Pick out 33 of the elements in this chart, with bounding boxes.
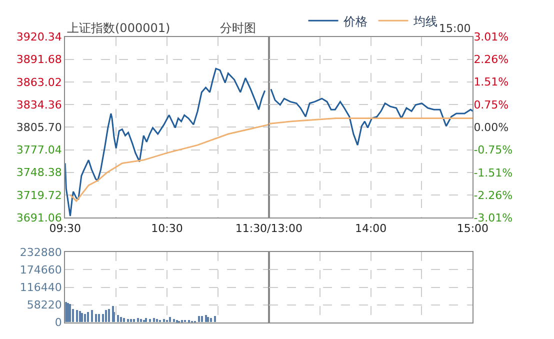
y-tick-label: 3691.06 [16, 211, 62, 224]
y-tick-label: 116440 [20, 281, 62, 294]
y-tick-label: 3834.36 [16, 98, 62, 112]
x-tick-label: 10:30 [151, 222, 183, 235]
text: 15:00 [439, 22, 471, 35]
text: 2.26% [474, 53, 509, 66]
x-tick-label: 15:00 [456, 222, 489, 235]
text: -2.26% [474, 188, 513, 202]
chart-subtitle: 分时图 [220, 21, 256, 35]
legend-label: 价格 [342, 14, 368, 28]
x-tick-label: 09:30 [49, 222, 81, 235]
y-tick-label: 3719.72 [16, 188, 62, 202]
y-tick-label: 3805.70 [16, 121, 62, 134]
y-tick-label: 3863.02 [16, 76, 62, 89]
y-tick-label: 3777.04 [16, 144, 62, 157]
text: -1.51% [474, 166, 513, 180]
y-tick-label: 174660 [20, 264, 62, 277]
text: -0.75% [474, 144, 513, 157]
text: -3.01% [474, 211, 513, 224]
x-tick-label: 11:30/13:00 [235, 222, 302, 235]
legend-label: 均线 [412, 14, 438, 28]
text: 1.51% [474, 76, 509, 89]
chart-title: 上证指数(000001) [67, 21, 170, 35]
text: 0.75% [474, 98, 509, 112]
y-tick-label: 58220 [26, 298, 62, 312]
y-tick-label: 3748.38 [16, 166, 62, 180]
y-tick-label: 232880 [20, 246, 62, 260]
text: 0.00% [474, 121, 509, 134]
text: 3.01% [474, 30, 509, 44]
y-tick-label: 3891.68 [16, 53, 62, 66]
y-tick-label: 3920.34 [16, 30, 62, 44]
x-tick-label: 14:00 [354, 222, 387, 235]
y-tick-label: 0 [54, 316, 62, 330]
